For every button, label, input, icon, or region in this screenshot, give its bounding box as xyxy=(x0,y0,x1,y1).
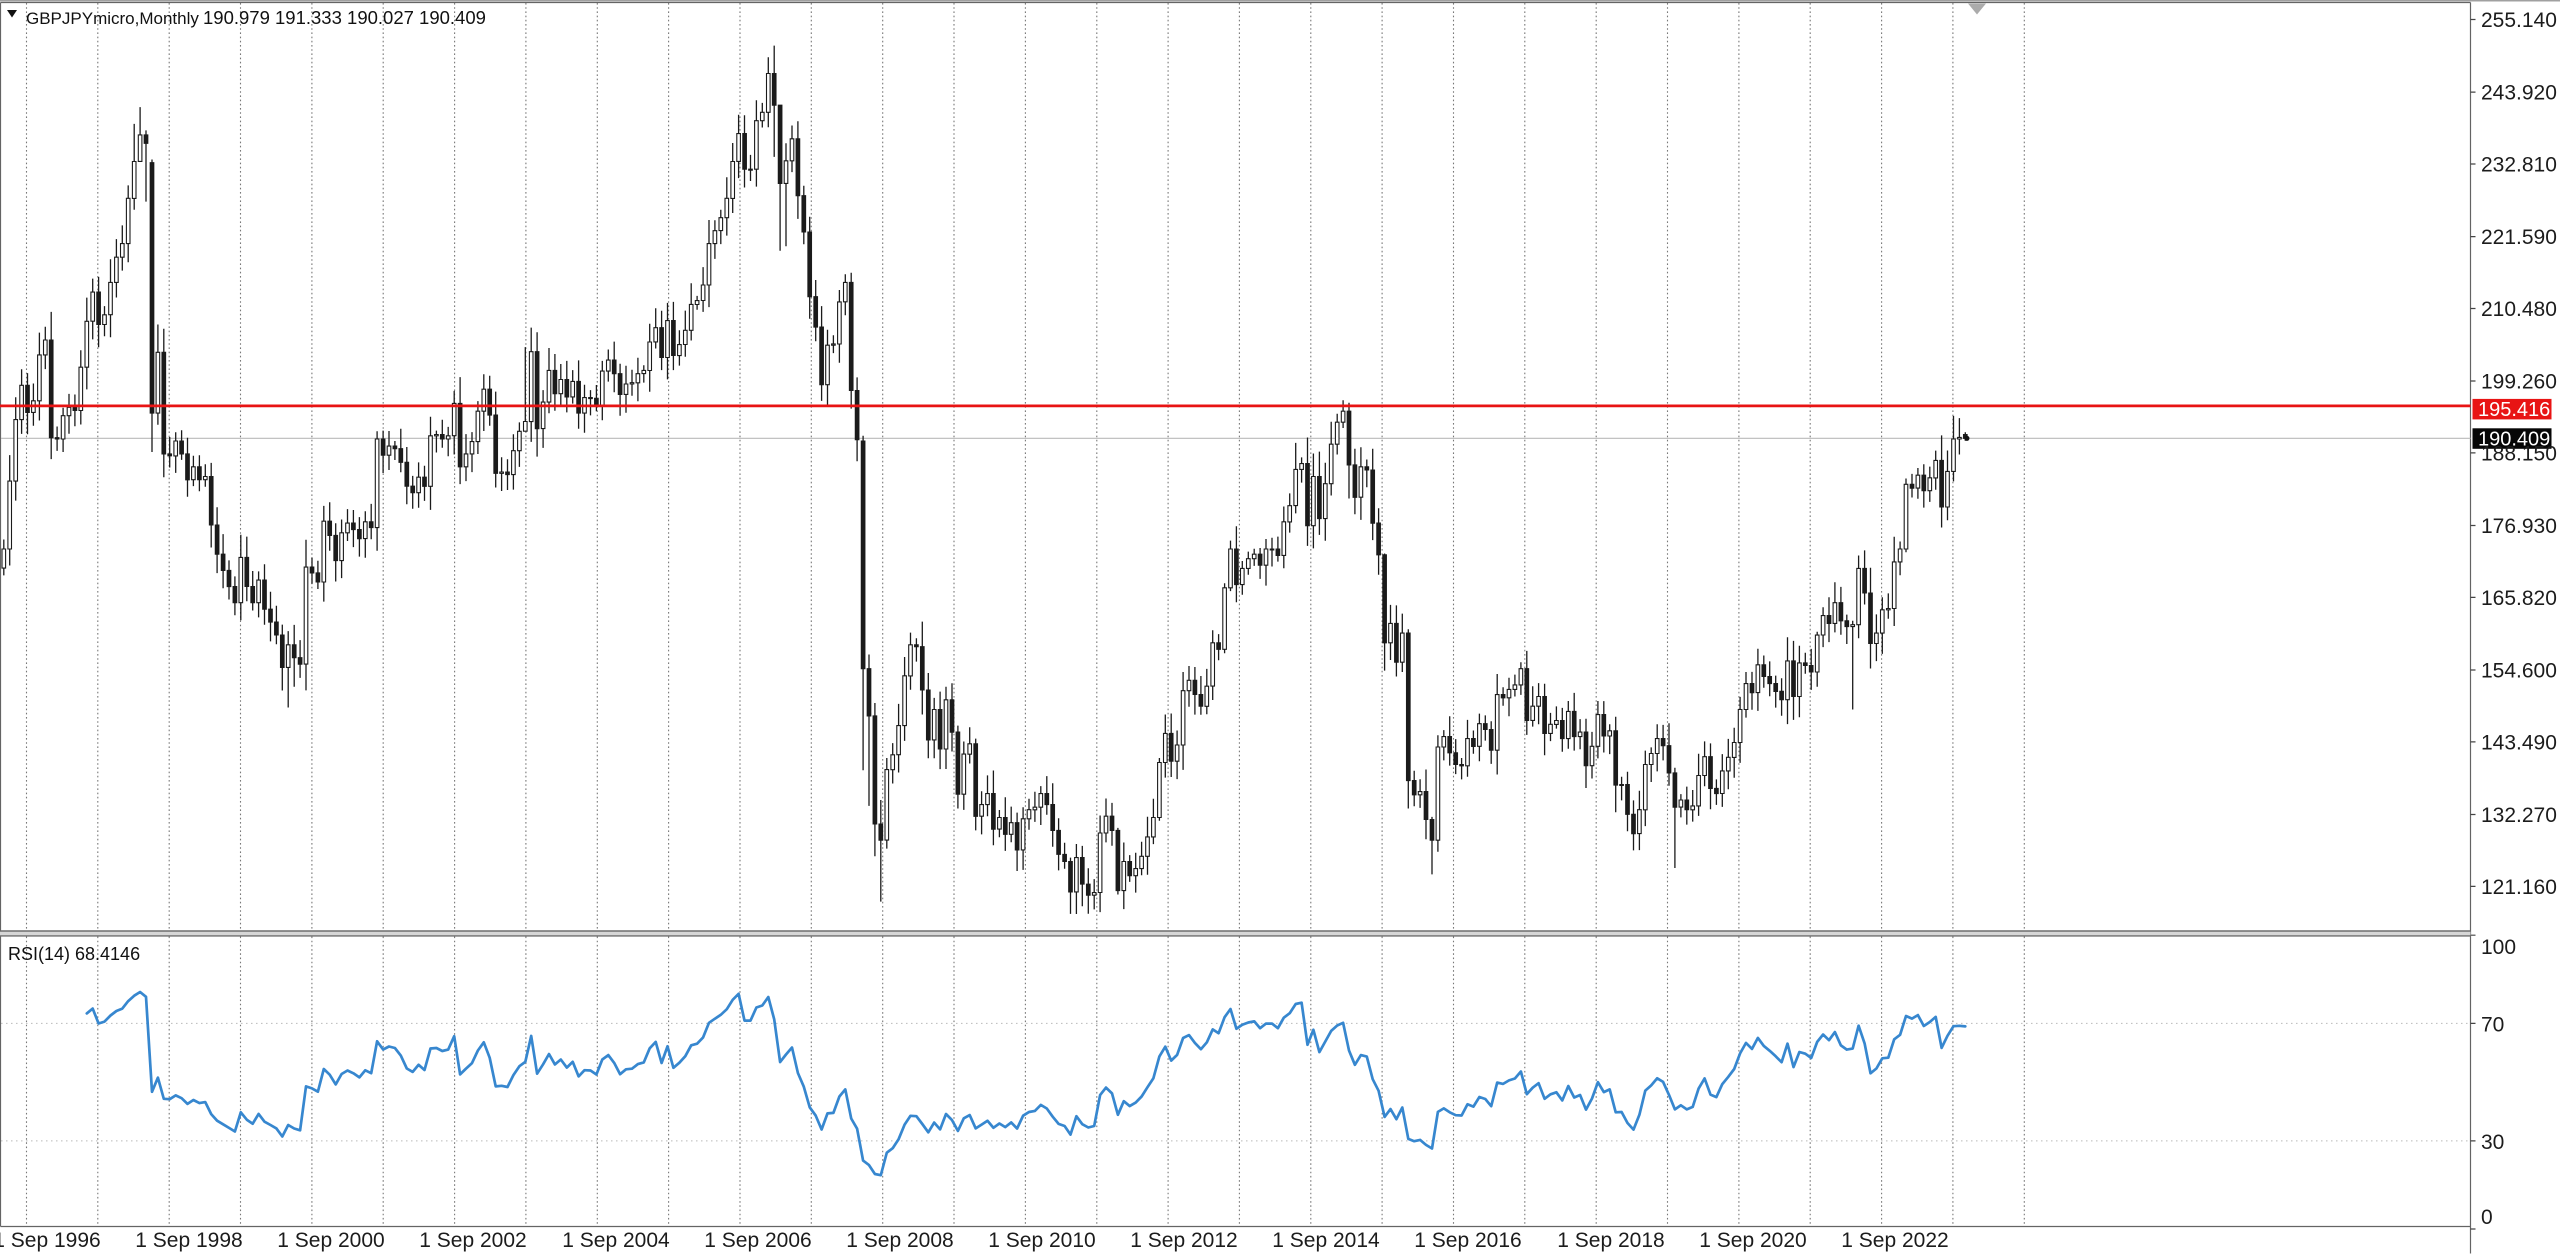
svg-text:132.270: 132.270 xyxy=(2481,804,2557,827)
svg-text:1 Sep 2012: 1 Sep 2012 xyxy=(1130,1229,1237,1252)
svg-text:121.160: 121.160 xyxy=(2481,876,2557,899)
svg-text:1 Sep 2002: 1 Sep 2002 xyxy=(419,1229,526,1252)
svg-text:GBPJPYmicro,Monthly: GBPJPYmicro,Monthly xyxy=(26,9,199,28)
svg-text:232.810: 232.810 xyxy=(2481,154,2557,177)
svg-text:1 Sep 2018: 1 Sep 2018 xyxy=(1557,1229,1664,1252)
svg-text:RSI(14) 68.4146: RSI(14) 68.4146 xyxy=(8,944,140,964)
svg-text:243.920: 243.920 xyxy=(2481,82,2557,105)
svg-text:221.590: 221.590 xyxy=(2481,226,2557,249)
svg-text:176.930: 176.930 xyxy=(2481,515,2557,538)
svg-text:1 Sep 1998: 1 Sep 1998 xyxy=(135,1229,242,1252)
svg-text:1 Sep 2016: 1 Sep 2016 xyxy=(1414,1229,1521,1252)
svg-text:1 Sep 2020: 1 Sep 2020 xyxy=(1699,1229,1806,1252)
svg-text:199.260: 199.260 xyxy=(2481,371,2557,394)
svg-text:188.150: 188.150 xyxy=(2481,442,2557,465)
svg-text:190.409: 190.409 xyxy=(2478,428,2550,450)
svg-text:195.416: 195.416 xyxy=(2478,399,2550,421)
svg-text:1 Sep 2008: 1 Sep 2008 xyxy=(846,1229,953,1252)
svg-text:0: 0 xyxy=(2481,1206,2493,1229)
svg-text:165.820: 165.820 xyxy=(2481,587,2557,610)
svg-text:143.490: 143.490 xyxy=(2481,731,2557,754)
svg-text:255.140: 255.140 xyxy=(2481,9,2557,32)
svg-text:1 Sep 2000: 1 Sep 2000 xyxy=(277,1229,384,1252)
svg-text:100: 100 xyxy=(2481,936,2516,959)
svg-text:190.979 191.333 190.027 190.40: 190.979 191.333 190.027 190.409 xyxy=(203,7,486,28)
svg-text:1 Sep 2022: 1 Sep 2022 xyxy=(1841,1229,1948,1252)
svg-text:1 Sep 2004: 1 Sep 2004 xyxy=(562,1229,670,1252)
svg-text:154.600: 154.600 xyxy=(2481,660,2557,683)
svg-text:1 Sep 1996: 1 Sep 1996 xyxy=(0,1229,101,1252)
svg-text:1 Sep 2010: 1 Sep 2010 xyxy=(988,1229,1095,1252)
svg-text:210.480: 210.480 xyxy=(2481,298,2557,321)
svg-text:1 Sep 2006: 1 Sep 2006 xyxy=(704,1229,811,1252)
svg-text:1 Sep 2014: 1 Sep 2014 xyxy=(1272,1229,1380,1252)
svg-text:30: 30 xyxy=(2481,1131,2504,1154)
svg-text:70: 70 xyxy=(2481,1013,2504,1036)
